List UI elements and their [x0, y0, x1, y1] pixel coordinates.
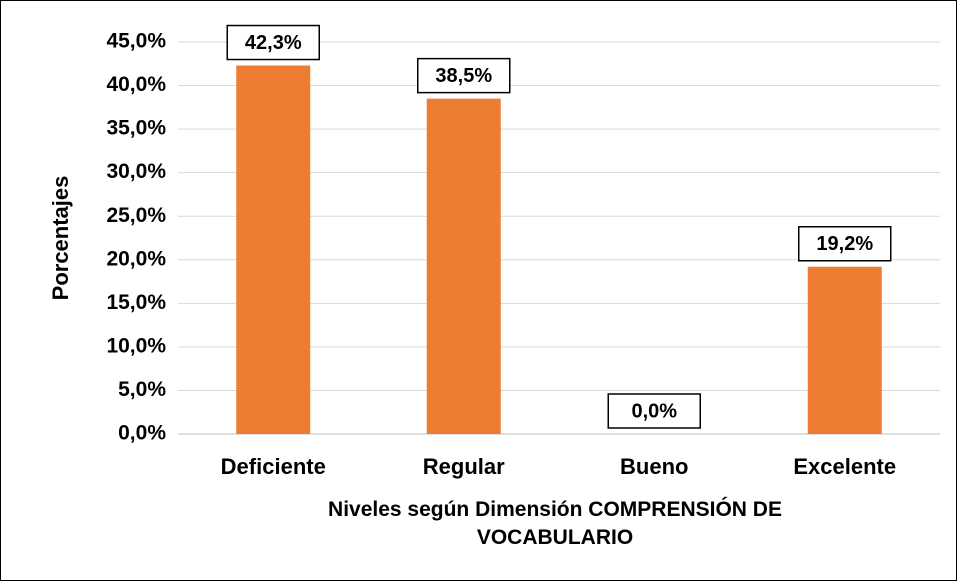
data-label-box	[607, 393, 701, 429]
data-label: 19,2%	[816, 233, 873, 255]
y-tick-label: 40,0%	[106, 73, 166, 96]
y-tick-label: 10,0%	[106, 334, 166, 357]
data-label: 0,0%	[631, 400, 677, 422]
y-tick-label: 5,0%	[118, 378, 166, 401]
x-tick-label: Regular	[423, 454, 505, 479]
data-label: 42,3%	[245, 32, 302, 54]
data-label-box	[226, 24, 320, 61]
x-tick-label: Deficiente	[221, 454, 326, 479]
y-tick-label: 20,0%	[106, 247, 166, 270]
data-label-box	[798, 225, 892, 262]
y-axis-title: Porcentajes	[48, 176, 73, 301]
x-tick-label: Excelente	[793, 454, 896, 479]
bar	[807, 266, 882, 434]
x-axis-title: Niveles según Dimensión COMPRENSIÓN DE V…	[328, 498, 782, 549]
y-tick-label: 35,0%	[106, 117, 166, 140]
x-tick-label: Bueno	[620, 454, 688, 479]
y-tick-label: 15,0%	[106, 291, 166, 314]
bar	[426, 98, 501, 434]
y-tick-label: 45,0%	[106, 30, 166, 53]
y-tick-label: 30,0%	[106, 160, 166, 183]
data-label-box	[417, 57, 511, 94]
data-label: 38,5%	[435, 65, 492, 87]
y-tick-label: 0,0%	[118, 422, 166, 445]
y-tick-label: 25,0%	[106, 204, 166, 227]
bar	[236, 65, 311, 435]
